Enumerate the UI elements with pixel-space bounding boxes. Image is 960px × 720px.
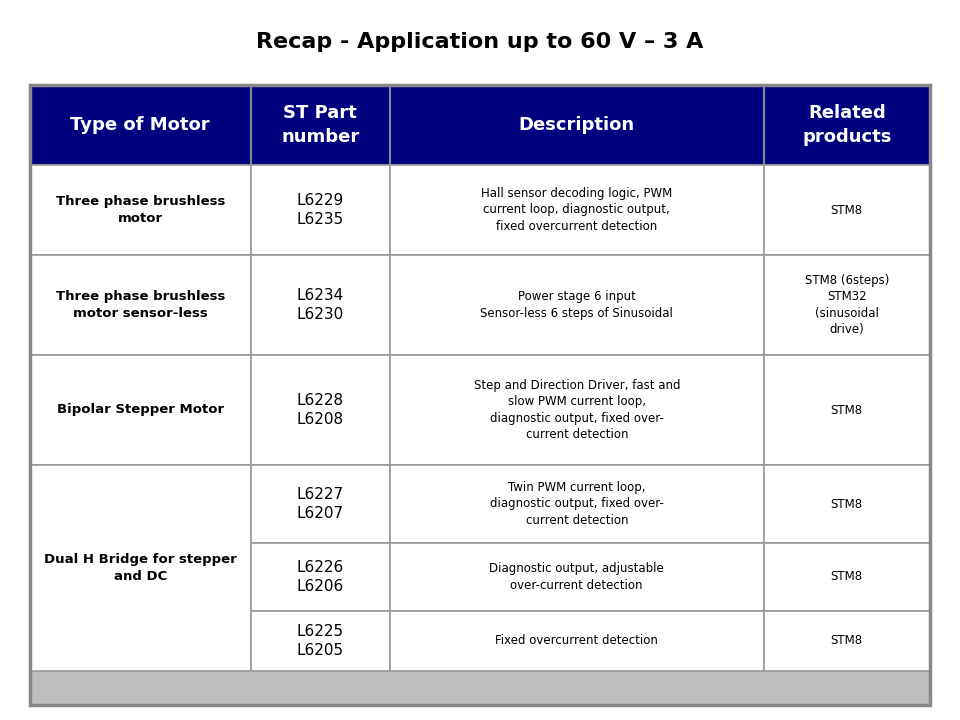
Bar (30, 255, 251, 355)
Bar (251, 165, 390, 255)
Bar (763, 465, 930, 543)
Text: STM8 (6steps)
STM32
(sinusoidal
drive): STM8 (6steps) STM32 (sinusoidal drive) (804, 274, 889, 336)
Text: Hall sensor decoding logic, PWM
current loop, diagnostic output,
fixed overcurre: Hall sensor decoding logic, PWM current … (481, 187, 672, 233)
Bar (251, 611, 390, 671)
Text: STM8: STM8 (830, 570, 863, 583)
Bar (30, 85, 930, 705)
Text: Type of Motor: Type of Motor (70, 116, 210, 134)
Text: STM8: STM8 (830, 403, 863, 416)
Text: Diagnostic output, adjustable
over-current detection: Diagnostic output, adjustable over-curre… (490, 562, 664, 592)
Text: STM8: STM8 (830, 498, 863, 510)
Bar (30, 355, 251, 465)
Text: Recap - Application up to 60 V – 3 A: Recap - Application up to 60 V – 3 A (256, 32, 704, 52)
Bar (251, 543, 390, 611)
Bar (30, 465, 251, 671)
Bar (251, 255, 390, 355)
Bar (390, 465, 763, 543)
Bar (390, 85, 763, 165)
Text: Step and Direction Driver, fast and
slow PWM current loop,
diagnostic output, fi: Step and Direction Driver, fast and slow… (473, 379, 680, 441)
Bar (763, 255, 930, 355)
Bar (763, 85, 930, 165)
Text: Bipolar Stepper Motor: Bipolar Stepper Motor (57, 403, 224, 416)
Bar (251, 85, 390, 165)
Text: Fixed overcurrent detection: Fixed overcurrent detection (495, 634, 659, 647)
Text: L6225
L6205: L6225 L6205 (297, 624, 344, 658)
Bar (390, 611, 763, 671)
Bar (251, 355, 390, 465)
Text: Description: Description (518, 116, 635, 134)
Text: L6234
L6230: L6234 L6230 (297, 288, 344, 322)
Text: Three phase brushless
motor sensor-less: Three phase brushless motor sensor-less (56, 290, 225, 320)
Bar (390, 165, 763, 255)
Bar (390, 355, 763, 465)
Text: STM8: STM8 (830, 634, 863, 647)
Text: Three phase brushless
motor: Three phase brushless motor (56, 195, 225, 225)
Bar (763, 355, 930, 465)
Text: ST Part
number: ST Part number (281, 104, 359, 145)
Bar (390, 255, 763, 355)
Text: L6226
L6206: L6226 L6206 (297, 560, 344, 594)
Bar (763, 543, 930, 611)
Text: L6229
L6235: L6229 L6235 (297, 193, 344, 227)
Text: Related
products: Related products (802, 104, 892, 145)
Bar (763, 165, 930, 255)
Bar (251, 465, 390, 543)
Text: Twin PWM current loop,
diagnostic output, fixed over-
current detection: Twin PWM current loop, diagnostic output… (490, 481, 663, 527)
Bar (30, 85, 930, 705)
Text: STM8: STM8 (830, 204, 863, 217)
Bar (763, 611, 930, 671)
Text: L6227
L6207: L6227 L6207 (297, 487, 344, 521)
Text: Dual H Bridge for stepper
and DC: Dual H Bridge for stepper and DC (44, 553, 236, 583)
Bar (30, 85, 251, 165)
Bar (30, 165, 251, 255)
Bar (390, 543, 763, 611)
Text: L6228
L6208: L6228 L6208 (297, 393, 344, 427)
Text: Power stage 6 input
Sensor-less 6 steps of Sinusoidal: Power stage 6 input Sensor-less 6 steps … (480, 290, 673, 320)
